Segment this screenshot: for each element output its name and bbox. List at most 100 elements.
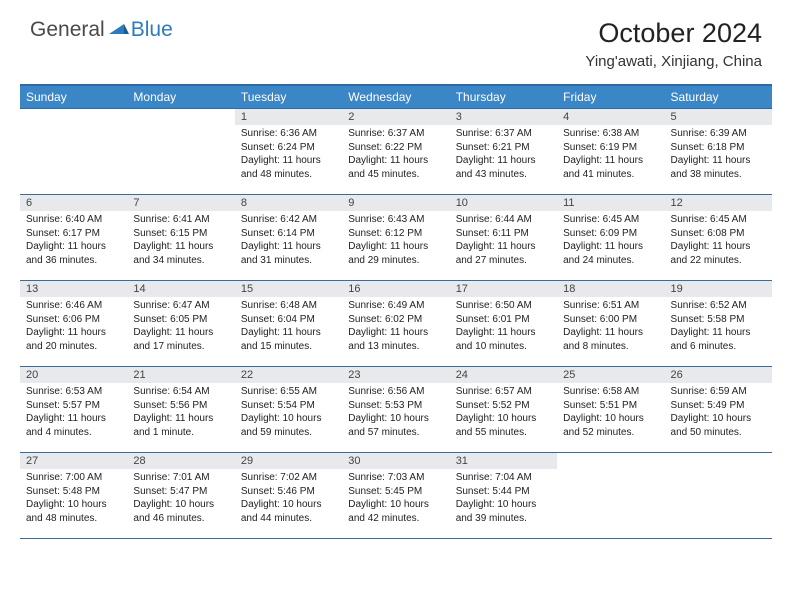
calendar-cell: 1Sunrise: 6:36 AMSunset: 6:24 PMDaylight…	[235, 109, 342, 195]
calendar-cell: ..	[127, 109, 234, 195]
calendar-cell: 17Sunrise: 6:50 AMSunset: 6:01 PMDayligh…	[450, 281, 557, 367]
day-details: Sunrise: 6:49 AMSunset: 6:02 PMDaylight:…	[342, 297, 449, 357]
day-number: 18	[557, 281, 664, 297]
day-details: Sunrise: 6:51 AMSunset: 6:00 PMDaylight:…	[557, 297, 664, 357]
day-number: 23	[342, 367, 449, 383]
day-details: Sunrise: 6:42 AMSunset: 6:14 PMDaylight:…	[235, 211, 342, 271]
day-details: Sunrise: 6:57 AMSunset: 5:52 PMDaylight:…	[450, 383, 557, 443]
day-details: Sunrise: 6:47 AMSunset: 6:05 PMDaylight:…	[127, 297, 234, 357]
calendar-body: ....1Sunrise: 6:36 AMSunset: 6:24 PMDayl…	[20, 109, 772, 539]
calendar-cell: 13Sunrise: 6:46 AMSunset: 6:06 PMDayligh…	[20, 281, 127, 367]
day-details: Sunrise: 6:56 AMSunset: 5:53 PMDaylight:…	[342, 383, 449, 443]
calendar-cell: 25Sunrise: 6:58 AMSunset: 5:51 PMDayligh…	[557, 367, 664, 453]
weekday-header: Friday	[557, 85, 664, 109]
calendar-cell: 11Sunrise: 6:45 AMSunset: 6:09 PMDayligh…	[557, 195, 664, 281]
day-details: Sunrise: 6:54 AMSunset: 5:56 PMDaylight:…	[127, 383, 234, 443]
day-number: 2	[342, 109, 449, 125]
day-details: Sunrise: 6:59 AMSunset: 5:49 PMDaylight:…	[665, 383, 772, 443]
day-number: 13	[20, 281, 127, 297]
day-details: Sunrise: 6:50 AMSunset: 6:01 PMDaylight:…	[450, 297, 557, 357]
day-details: Sunrise: 6:40 AMSunset: 6:17 PMDaylight:…	[20, 211, 127, 271]
calendar-cell: 24Sunrise: 6:57 AMSunset: 5:52 PMDayligh…	[450, 367, 557, 453]
weekday-header: Thursday	[450, 85, 557, 109]
calendar-cell: 7Sunrise: 6:41 AMSunset: 6:15 PMDaylight…	[127, 195, 234, 281]
day-number: 20	[20, 367, 127, 383]
calendar-table: SundayMondayTuesdayWednesdayThursdayFrid…	[20, 84, 772, 539]
calendar-cell: 31Sunrise: 7:04 AMSunset: 5:44 PMDayligh…	[450, 453, 557, 539]
day-details: Sunrise: 7:03 AMSunset: 5:45 PMDaylight:…	[342, 469, 449, 529]
weekday-header-row: SundayMondayTuesdayWednesdayThursdayFrid…	[20, 85, 772, 109]
calendar-cell: 16Sunrise: 6:49 AMSunset: 6:02 PMDayligh…	[342, 281, 449, 367]
day-number: 19	[665, 281, 772, 297]
day-details: Sunrise: 7:02 AMSunset: 5:46 PMDaylight:…	[235, 469, 342, 529]
calendar-cell: 30Sunrise: 7:03 AMSunset: 5:45 PMDayligh…	[342, 453, 449, 539]
day-number: 15	[235, 281, 342, 297]
weekday-header: Saturday	[665, 85, 772, 109]
calendar-cell: 18Sunrise: 6:51 AMSunset: 6:00 PMDayligh…	[557, 281, 664, 367]
weekday-header: Monday	[127, 85, 234, 109]
day-number: 16	[342, 281, 449, 297]
calendar-cell: 20Sunrise: 6:53 AMSunset: 5:57 PMDayligh…	[20, 367, 127, 453]
day-details: Sunrise: 6:41 AMSunset: 6:15 PMDaylight:…	[127, 211, 234, 271]
calendar-row: 13Sunrise: 6:46 AMSunset: 6:06 PMDayligh…	[20, 281, 772, 367]
calendar-cell: 15Sunrise: 6:48 AMSunset: 6:04 PMDayligh…	[235, 281, 342, 367]
day-details: Sunrise: 7:01 AMSunset: 5:47 PMDaylight:…	[127, 469, 234, 529]
calendar-cell: 2Sunrise: 6:37 AMSunset: 6:22 PMDaylight…	[342, 109, 449, 195]
day-number: 11	[557, 195, 664, 211]
calendar-cell: ..	[557, 453, 664, 539]
calendar-row: 20Sunrise: 6:53 AMSunset: 5:57 PMDayligh…	[20, 367, 772, 453]
day-number: 7	[127, 195, 234, 211]
calendar-cell: 28Sunrise: 7:01 AMSunset: 5:47 PMDayligh…	[127, 453, 234, 539]
day-number: 6	[20, 195, 127, 211]
day-details: Sunrise: 6:36 AMSunset: 6:24 PMDaylight:…	[235, 125, 342, 185]
day-number: 3	[450, 109, 557, 125]
calendar-cell: 14Sunrise: 6:47 AMSunset: 6:05 PMDayligh…	[127, 281, 234, 367]
day-details: Sunrise: 6:39 AMSunset: 6:18 PMDaylight:…	[665, 125, 772, 185]
header: General Blue October 2024 Ying'awati, Xi…	[0, 0, 792, 76]
day-number: 21	[127, 367, 234, 383]
calendar-cell: 12Sunrise: 6:45 AMSunset: 6:08 PMDayligh…	[665, 195, 772, 281]
calendar-row: ....1Sunrise: 6:36 AMSunset: 6:24 PMDayl…	[20, 109, 772, 195]
location-text: Ying'awati, Xinjiang, China	[585, 53, 762, 70]
day-number: 12	[665, 195, 772, 211]
calendar-cell: 22Sunrise: 6:55 AMSunset: 5:54 PMDayligh…	[235, 367, 342, 453]
day-number: 8	[235, 195, 342, 211]
calendar-cell: 27Sunrise: 7:00 AMSunset: 5:48 PMDayligh…	[20, 453, 127, 539]
day-number: 29	[235, 453, 342, 469]
day-details: Sunrise: 6:52 AMSunset: 5:58 PMDaylight:…	[665, 297, 772, 357]
calendar-cell: ..	[665, 453, 772, 539]
day-details: Sunrise: 6:46 AMSunset: 6:06 PMDaylight:…	[20, 297, 127, 357]
day-number: 22	[235, 367, 342, 383]
calendar-cell: 6Sunrise: 6:40 AMSunset: 6:17 PMDaylight…	[20, 195, 127, 281]
day-details: Sunrise: 6:45 AMSunset: 6:09 PMDaylight:…	[557, 211, 664, 271]
day-number: 5	[665, 109, 772, 125]
day-details: Sunrise: 6:44 AMSunset: 6:11 PMDaylight:…	[450, 211, 557, 271]
day-number: 31	[450, 453, 557, 469]
weekday-header: Wednesday	[342, 85, 449, 109]
calendar-row: 6Sunrise: 6:40 AMSunset: 6:17 PMDaylight…	[20, 195, 772, 281]
day-number: 25	[557, 367, 664, 383]
day-number: 9	[342, 195, 449, 211]
page-title: October 2024	[585, 18, 762, 49]
calendar-cell: 26Sunrise: 6:59 AMSunset: 5:49 PMDayligh…	[665, 367, 772, 453]
day-number: 14	[127, 281, 234, 297]
logo: General Blue	[30, 18, 173, 42]
day-details: Sunrise: 6:38 AMSunset: 6:19 PMDaylight:…	[557, 125, 664, 185]
weekday-header: Tuesday	[235, 85, 342, 109]
day-details: Sunrise: 7:00 AMSunset: 5:48 PMDaylight:…	[20, 469, 127, 529]
day-details: Sunrise: 6:37 AMSunset: 6:22 PMDaylight:…	[342, 125, 449, 185]
day-details: Sunrise: 6:48 AMSunset: 6:04 PMDaylight:…	[235, 297, 342, 357]
day-details: Sunrise: 6:37 AMSunset: 6:21 PMDaylight:…	[450, 125, 557, 185]
day-details: Sunrise: 6:55 AMSunset: 5:54 PMDaylight:…	[235, 383, 342, 443]
day-number: 10	[450, 195, 557, 211]
day-number: 17	[450, 281, 557, 297]
day-details: Sunrise: 6:45 AMSunset: 6:08 PMDaylight:…	[665, 211, 772, 271]
day-number: 26	[665, 367, 772, 383]
calendar-cell: ..	[20, 109, 127, 195]
logo-text-blue: Blue	[131, 18, 173, 42]
day-number: 24	[450, 367, 557, 383]
day-details: Sunrise: 7:04 AMSunset: 5:44 PMDaylight:…	[450, 469, 557, 529]
day-details: Sunrise: 6:58 AMSunset: 5:51 PMDaylight:…	[557, 383, 664, 443]
logo-mark-icon	[109, 20, 129, 41]
day-details: Sunrise: 6:53 AMSunset: 5:57 PMDaylight:…	[20, 383, 127, 443]
